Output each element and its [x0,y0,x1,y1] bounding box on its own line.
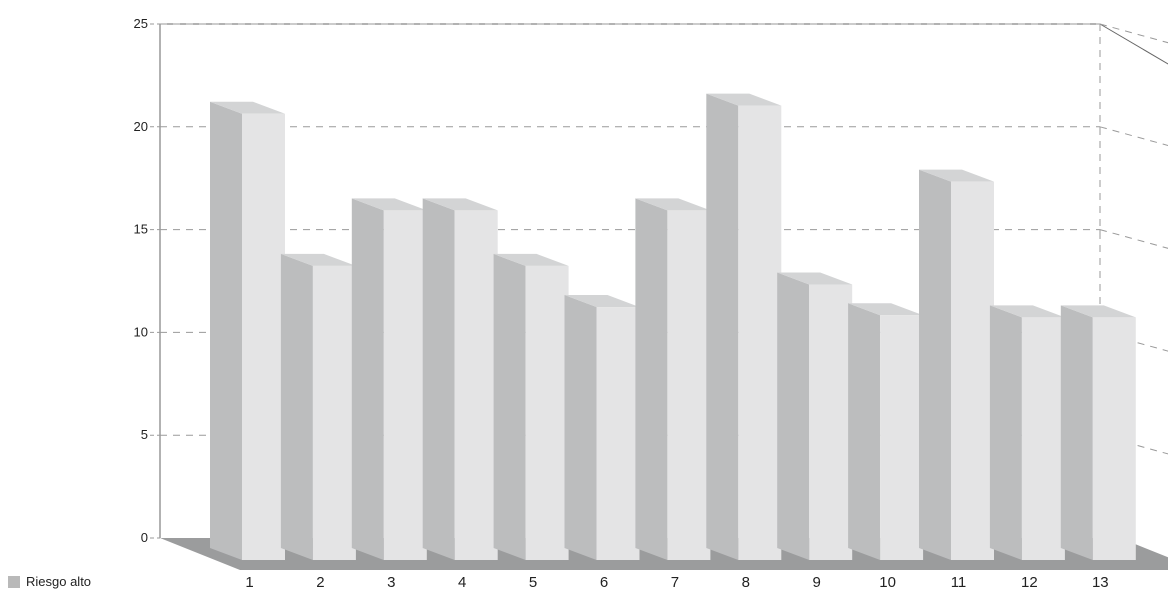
xtick-label: 6 [600,574,608,591]
bar-top [351,198,427,211]
xtick-label: 12 [1021,574,1038,591]
legend-label: Riesgo alto [26,574,92,589]
bar-top [706,93,782,106]
bar-side [848,303,881,560]
bar [1060,305,1136,560]
xtick-label: 3 [387,574,395,591]
bar-side [1060,305,1093,560]
bar-front [951,181,994,560]
bar-side [493,253,526,560]
bar-top [848,303,924,316]
ytick-label: 20 [134,119,148,134]
xtick-label: 2 [316,574,324,591]
bar-front [383,210,427,560]
xtick-label: 10 [879,574,896,591]
xtick-label: 5 [529,574,537,591]
bar-front [1092,317,1136,560]
x-axis-ticks: 1 2 3 4 5 6 7 8 9 10 11 12 13 [245,574,1108,591]
ytick-label: 5 [141,427,148,442]
ytick-label: 0 [141,530,148,545]
bar-front [809,284,853,560]
bar [777,272,853,560]
bar-side [635,198,668,560]
bar-side [706,93,739,561]
bar-front [880,315,924,560]
bar [564,295,640,560]
xtick-label: 4 [458,574,466,591]
bar [351,198,427,560]
xtick-label: 9 [813,574,821,591]
ytick-label: 25 [134,16,148,31]
gridline-side [1099,126,1168,147]
ytick-label: 15 [134,222,148,237]
bar [848,303,924,560]
xtick-label: 8 [742,574,750,591]
xtick-label: 7 [671,574,679,591]
bar-top [210,101,285,114]
bar-side [919,169,951,560]
bar-side [210,101,242,561]
bar-top [1060,305,1136,318]
bar-top [989,305,1065,318]
bar [635,198,711,560]
bar [493,253,569,560]
bar [706,93,782,561]
bar-top [422,198,498,211]
bar-front [454,210,498,560]
bar-top [919,169,994,182]
bar-top [635,198,711,211]
bar-front [667,210,711,560]
bar [989,305,1065,560]
bar [280,253,356,560]
bar-top [564,295,640,308]
bars [210,93,1136,561]
bar [210,101,285,561]
bar-side [351,198,384,560]
y-axis-ticks: 0 5 10 15 20 25 [134,16,148,545]
bar-front [312,265,356,560]
bar-side [280,253,313,560]
xtick-label: 11 [951,574,967,591]
bar-front [242,113,285,561]
bar-side [777,272,810,560]
bar-front [738,105,782,561]
right-wall-top-edge [1099,23,1168,65]
bar-side [564,295,597,560]
bar-front [525,265,569,560]
bar-top [777,272,853,285]
xtick-label: 1 [245,574,253,591]
bar-side [422,198,455,560]
legend: Riesgo alto [8,574,91,589]
bar-front [1021,317,1065,560]
bar [919,169,994,560]
bar-side [989,305,1022,560]
legend-swatch [8,575,20,588]
gridline-side [1099,229,1168,249]
gridline-side [1099,23,1168,44]
bar-top [493,253,569,266]
bar-front [596,307,640,560]
bar [422,198,498,560]
ytick-label: 10 [134,324,148,339]
xtick-label: 13 [1092,574,1109,591]
bar-top [280,253,356,266]
